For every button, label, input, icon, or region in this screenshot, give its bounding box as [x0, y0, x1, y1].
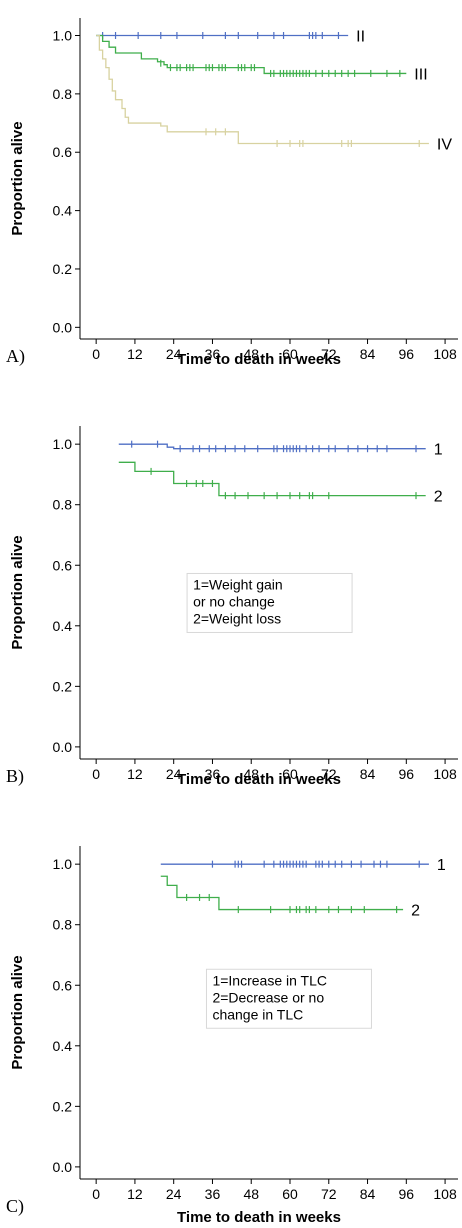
legend-line: or no change [193, 593, 275, 609]
km-curve-2 [160, 875, 404, 911]
x-tick-label: 108 [433, 766, 457, 782]
y-tick-label: 1.0 [53, 28, 73, 44]
chart-panel-3: 0.00.20.40.60.81.00 12 24 36 48 60 72 84 96 108Pr… [6, 846, 458, 1226]
x-tick-label: 84 [360, 346, 376, 362]
x-tick-label: 24 [166, 766, 182, 782]
x-tick-label: 72 [321, 346, 337, 362]
series-label-III: III [414, 66, 427, 83]
x-tick-label: 36 [205, 766, 221, 782]
y-tick-label: 0.4 [53, 203, 73, 219]
y-tick-label: 0.4 [53, 618, 73, 634]
series-label-IV: IV [437, 136, 452, 153]
x-tick-label: 96 [399, 1186, 415, 1202]
x-tick-label: 12 [127, 1186, 143, 1202]
x-tick-label: 60 [282, 766, 298, 782]
y-tick-label: 0.0 [53, 739, 73, 755]
panel-label: A) [6, 346, 25, 367]
x-tick-label: 0 [92, 346, 100, 362]
x-tick-label: 0 [92, 1186, 100, 1202]
y-tick-label: 0.4 [53, 1038, 73, 1054]
x-tick-label: 48 [243, 1186, 259, 1202]
y-tick-label: 0.6 [53, 977, 73, 993]
y-tick-label: 0.6 [53, 557, 73, 573]
km-curve-1 [118, 443, 426, 450]
y-tick-label: 1.0 [53, 436, 73, 452]
x-axis-label: Time to death in weeks [177, 771, 341, 788]
series-label-1: 1 [437, 857, 446, 874]
x-tick-label: 96 [399, 346, 415, 362]
x-tick-label: 36 [205, 1186, 221, 1202]
x-tick-label: 24 [166, 346, 182, 362]
y-axis-label: Proportion alive [9, 121, 26, 235]
x-tick-label: 48 [243, 766, 259, 782]
x-tick-label: 108 [433, 346, 457, 362]
x-tick-label: 48 [243, 346, 259, 362]
legend-line: 1=Increase in TLC [212, 972, 327, 988]
x-tick-label: 84 [360, 766, 376, 782]
x-tick-label: 60 [282, 346, 298, 362]
y-tick-label: 0.8 [53, 917, 73, 933]
series-label-1: 1 [434, 442, 443, 459]
y-axis-label: Proportion alive [9, 955, 26, 1069]
series-label-2: 2 [411, 903, 420, 920]
x-tick-label: 36 [205, 346, 221, 362]
y-tick-label: 0.6 [53, 144, 73, 160]
y-tick-label: 0.2 [53, 1098, 73, 1114]
y-tick-label: 1.0 [53, 856, 73, 872]
chart-panel-1: 0.0 0.2 0.4 0.6 0.8 1.0 0 12 24 36 48 60 72 84 96 108 Pr… [6, 18, 458, 368]
panel-label: B) [6, 766, 24, 787]
panel-label: C) [6, 1196, 24, 1217]
y-tick-label: 0.8 [53, 497, 73, 513]
x-tick-label: 108 [433, 1186, 457, 1202]
x-axis-label: Time to death in weeks [177, 1209, 341, 1226]
y-tick-label: 0.8 [53, 86, 73, 102]
legend-line: change in TLC [212, 1006, 303, 1022]
y-axis-label: Proportion alive [9, 535, 26, 649]
x-tick-label: 24 [166, 1186, 182, 1202]
x-axis-label: Time to death in weeks [177, 351, 341, 368]
y-tick-label: 0.0 [53, 319, 73, 335]
x-tick-label: 60 [282, 1186, 298, 1202]
x-tick-label: 72 [321, 766, 337, 782]
series-label-2: 2 [434, 489, 443, 506]
x-tick-label: 0 [92, 766, 100, 782]
x-tick-label: 96 [399, 766, 415, 782]
km-curve-IV [96, 34, 429, 145]
legend-line: 2=Decrease or no [212, 989, 324, 1005]
series-label-II: II [356, 29, 365, 46]
km-curve-2 [118, 461, 426, 497]
y-tick-label: 0.2 [53, 678, 73, 694]
y-tick-label: 0.2 [53, 261, 73, 277]
legend-line: 2=Weight loss [193, 610, 281, 626]
chart-panel-2: 0.00.20.40.60.81.00 12 24 36 48 60 72 84 96 108Pr… [6, 426, 458, 788]
x-tick-label: 12 [127, 346, 143, 362]
x-tick-label: 72 [321, 1186, 337, 1202]
x-tick-label: 84 [360, 1186, 376, 1202]
km-curve-III [96, 34, 407, 75]
legend-box [205, 968, 372, 1029]
legend-line: 1=Weight gain [193, 576, 283, 592]
x-tick-label: 12 [127, 766, 143, 782]
legend-box [186, 572, 353, 633]
y-tick-label: 0.0 [53, 1159, 73, 1175]
